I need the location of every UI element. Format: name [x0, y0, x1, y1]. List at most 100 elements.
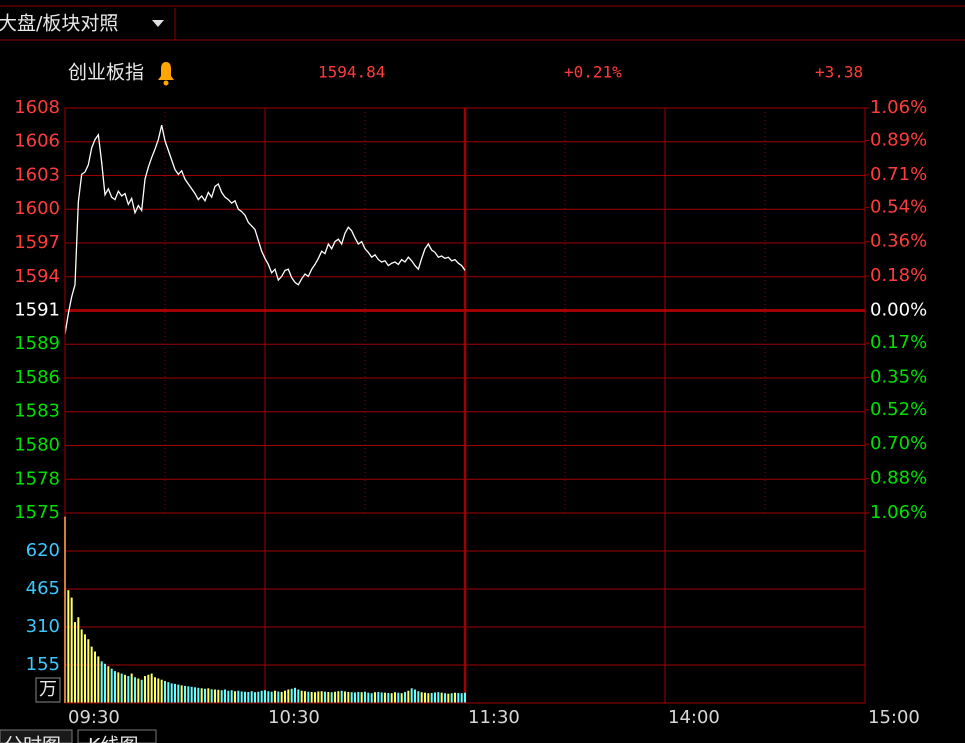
y-tick-label: 1583: [14, 401, 60, 422]
y-tick-label: 1586: [14, 367, 60, 388]
volume-bar: [160, 679, 163, 703]
index-name: 创业板指: [68, 62, 144, 84]
volume-bar: [260, 690, 263, 703]
y-tick-label: 1603: [14, 164, 60, 185]
volume-bar: [437, 692, 440, 703]
volume-bar: [94, 651, 96, 703]
volume-bar: [250, 691, 253, 703]
volume-bar: [117, 672, 120, 703]
volume-bar: [174, 683, 176, 703]
tab-box[interactable]: [77, 729, 157, 743]
bottom-tab[interactable]: 分时图: [4, 735, 61, 743]
volume-bar: [380, 692, 383, 703]
volume-bar: [427, 693, 430, 703]
volume-bar: [370, 693, 373, 703]
volume-bar: [234, 691, 236, 703]
volume-bar: [324, 691, 326, 703]
volume-bar: [377, 691, 380, 703]
volume-bar: [87, 639, 90, 703]
y2-tick-label: 0.17%: [870, 332, 927, 353]
volume-bar: [150, 673, 153, 703]
volume-bar: [194, 687, 196, 703]
volume-bar: [327, 691, 330, 703]
volume-bar: [457, 692, 460, 703]
y-tick-label: 1591: [14, 300, 60, 321]
volume-bar: [267, 691, 270, 703]
unit-box: [35, 677, 61, 703]
volume-bar: [224, 689, 226, 703]
volume-bar: [210, 689, 213, 703]
volume-bar: [330, 692, 333, 703]
volume-bar: [74, 622, 76, 703]
volume-bar: [110, 668, 113, 703]
volume-bar: [400, 693, 403, 703]
volume-bar: [100, 661, 103, 703]
volume-bar: [357, 691, 360, 703]
volume-bar: [120, 673, 123, 703]
volume-bar: [434, 692, 436, 703]
x-tick-label: 11:30: [468, 707, 520, 728]
y-tick-label: 1608: [14, 97, 60, 118]
volume-bar: [140, 679, 143, 703]
volume-bar: [450, 693, 453, 703]
volume-bar: [90, 646, 93, 703]
volume-bar: [244, 691, 246, 703]
volume-bar: [220, 690, 223, 703]
volume-bar: [134, 677, 136, 703]
volume-bar: [444, 693, 446, 703]
volume-bar: [180, 685, 183, 703]
y2-tick-label: 0.88%: [870, 468, 927, 489]
volume-bar: [257, 691, 260, 703]
volume-bar: [277, 691, 280, 703]
alert-bell[interactable]: [158, 62, 174, 86]
board-tab[interactable]: 大盘/板块对照: [0, 13, 118, 35]
volume-bar: [230, 690, 233, 703]
change-percent: +0.21%: [564, 63, 622, 82]
bell-clapper[interactable]: [163, 80, 169, 86]
tab-box[interactable]: [0, 729, 73, 743]
volume-bar: [390, 693, 393, 703]
volume-bar: [420, 692, 423, 703]
volume-bar: [170, 683, 173, 703]
volume-bar: [207, 688, 210, 703]
volume-bar: [310, 691, 313, 703]
volume-bar: [340, 690, 343, 703]
x-tick-label: 09:30: [68, 707, 120, 728]
volume-bar: [107, 666, 110, 703]
volume-bar: [440, 692, 443, 703]
y2-tick-label: 1.06%: [870, 97, 927, 118]
volume-bar: [247, 691, 250, 703]
change-amount: +3.38: [815, 63, 863, 82]
volume-bar: [314, 692, 316, 703]
bottom-tab[interactable]: K线图: [88, 735, 138, 743]
volume-bar: [154, 677, 156, 703]
y2-tick-label: 0.36%: [870, 231, 927, 252]
y-tick-label: 620: [26, 540, 60, 561]
volume-bar: [397, 692, 400, 703]
y2-tick-label: 0.89%: [870, 129, 927, 150]
volume-bar: [344, 691, 346, 703]
volume-bar: [307, 691, 310, 703]
y-tick-label: 1594: [14, 266, 60, 287]
volume-bar: [300, 690, 303, 703]
volume-bar: [447, 693, 450, 703]
bell-body[interactable]: [158, 62, 174, 80]
volume-bar: [367, 692, 370, 703]
volume-bar: [374, 692, 376, 703]
volume-bar: [387, 692, 390, 703]
x-tick-label: 14:00: [668, 707, 720, 728]
volume-bar: [284, 690, 286, 703]
volume-bar: [97, 656, 100, 703]
volume-bar: [424, 692, 426, 703]
volume-bar: [430, 692, 433, 703]
volume-bar: [164, 680, 166, 703]
volume-bar: [404, 691, 406, 703]
volume-bar: [334, 691, 336, 703]
volume-bar: [384, 692, 386, 703]
y2-tick-label: 0.18%: [870, 265, 927, 286]
volume-bar: [394, 692, 396, 703]
volume-bar: [347, 691, 350, 703]
volume-bar: [274, 690, 276, 703]
dropdown-arrow[interactable]: [152, 20, 164, 27]
